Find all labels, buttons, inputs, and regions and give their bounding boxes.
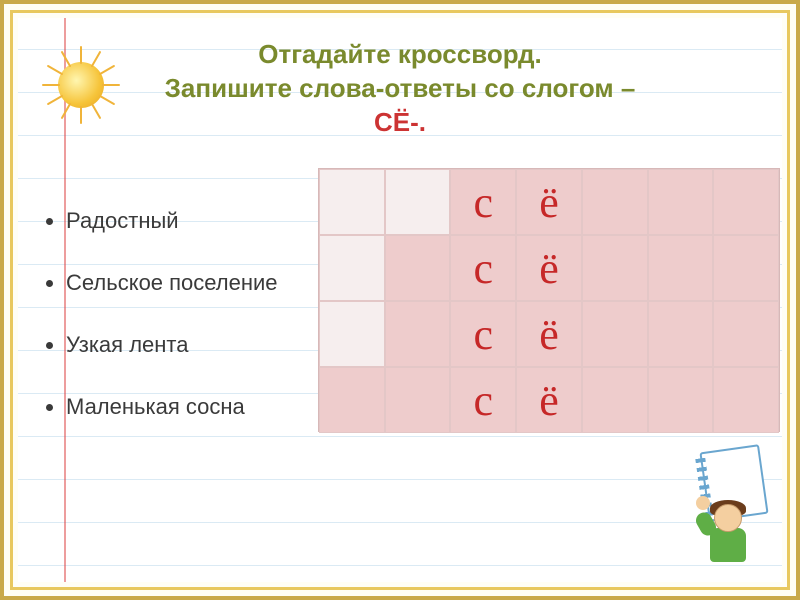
grid-cell-active <box>582 301 648 367</box>
child-hand <box>696 496 710 510</box>
grid-cell-active <box>319 367 385 433</box>
clue-item: Радостный <box>66 208 338 234</box>
child-head <box>714 504 742 532</box>
grid-cell-empty <box>319 169 385 235</box>
grid-row: сё <box>319 301 779 367</box>
grid-cell-letter: с <box>450 301 516 367</box>
title-line1: Отгадайте кроссворд. <box>18 38 782 72</box>
child-icon <box>696 498 756 568</box>
title-line2: Запишите слова-ответы со слогом – СЁ-. <box>18 72 782 140</box>
grid-cell-empty <box>319 301 385 367</box>
clue-item: Сельское поселение <box>66 270 338 296</box>
grid-cell-active <box>582 367 648 433</box>
grid-cell-empty <box>319 235 385 301</box>
grid-row: сё <box>319 367 779 433</box>
grid-cell-active <box>648 367 714 433</box>
grid-row: сё <box>319 169 779 235</box>
paper-background: Отгадайте кроссворд. Запишите слова-отве… <box>18 18 782 582</box>
grid-cell-letter: ё <box>516 301 582 367</box>
title-suffix: . <box>419 107 426 137</box>
sun-ray <box>47 95 64 106</box>
sun-ray <box>102 84 120 86</box>
grid-cell-active <box>385 367 451 433</box>
grid-cell-active <box>582 235 648 301</box>
sun-ray <box>91 51 102 68</box>
grid-cell-letter: с <box>450 235 516 301</box>
grid-cell-active <box>713 367 779 433</box>
clue-item: Маленькая сосна <box>66 394 338 420</box>
sun-ray <box>61 103 72 120</box>
clue-list: Радостный Сельское поселение Узкая лента Ма… <box>48 208 338 456</box>
grid-cell-active <box>713 169 779 235</box>
frame-outer: Отгадайте кроссворд. Запишите слова-отве… <box>0 0 800 600</box>
sun-ray <box>47 65 64 76</box>
grid-cell-active <box>648 235 714 301</box>
page-title: Отгадайте кроссворд. Запишите слова-отве… <box>18 18 782 139</box>
sun-ray <box>61 51 72 68</box>
grid-cell-letter: с <box>450 169 516 235</box>
sun-ray <box>42 84 60 86</box>
child-body <box>710 528 746 562</box>
grid-cell-active <box>713 301 779 367</box>
grid-cell-empty <box>385 169 451 235</box>
sun-ray <box>91 103 102 120</box>
sun-ray <box>99 65 116 76</box>
grid-cell-active <box>648 169 714 235</box>
grid-cell-letter: с <box>450 367 516 433</box>
grid-cell-letter: ё <box>516 367 582 433</box>
grid-cell-active <box>385 235 451 301</box>
sun-ray <box>80 106 82 124</box>
title-syllable: СЁ- <box>374 107 419 137</box>
grid-row: сё <box>319 235 779 301</box>
grid-cell-letter: ё <box>516 235 582 301</box>
clue-item: Узкая лента <box>66 332 338 358</box>
grid-cell-active <box>713 235 779 301</box>
sun-icon <box>36 40 126 130</box>
grid-cell-letter: ё <box>516 169 582 235</box>
grid-cell-active <box>582 169 648 235</box>
sun-ray <box>99 95 116 106</box>
crossword-grid: сёсёсёсё <box>318 168 780 432</box>
grid-cell-active <box>385 301 451 367</box>
sun-core <box>58 62 104 108</box>
title-line2-prefix: Запишите слова-ответы со слогом – <box>165 73 636 103</box>
sun-ray <box>80 46 82 64</box>
grid-cell-active <box>648 301 714 367</box>
